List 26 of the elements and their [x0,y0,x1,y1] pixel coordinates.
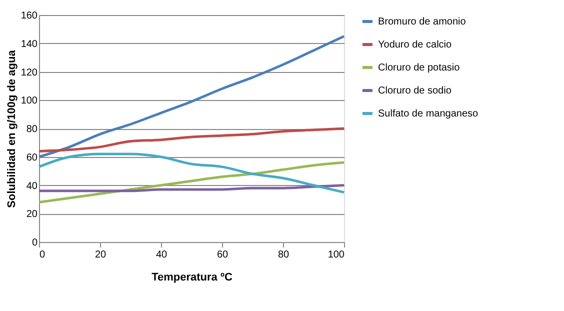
x-tick-label: 100 [328,250,345,260]
y-tick-label: 120 [20,67,38,78]
legend-label: Bromuro de amonio [378,16,466,28]
line-series [38,127,346,152]
x-tick-label: 0 [40,250,46,260]
line-series [38,152,346,194]
x-tick-label: 80 [278,250,290,260]
y-tick-label: 160 [20,10,38,22]
legend-label: Cloruro de sodio [378,86,452,96]
y-tick-label: 20 [26,209,38,220]
y-tick-label: 100 [20,96,38,107]
y-tick-label: 140 [20,38,38,50]
y-tick-label: 80 [26,124,38,135]
line-series [38,161,346,204]
y-tick-label: 60 [26,152,38,164]
y-tick-label: 0 [32,238,38,248]
legend-label: Sulfato de manganeso [378,108,479,120]
legend-label: Yoduro de calcio [378,40,452,50]
x-axis-title: Temperatura ºC [152,272,232,284]
y-axis-title: Solubilidad en g/100g de agua [6,49,18,208]
y-tick-label: 40 [26,180,38,192]
x-tick-label: 40 [156,250,168,260]
line-series [38,35,346,158]
x-tick-label: 20 [94,250,106,260]
legend-label: Cloruro de potasio [378,62,460,74]
x-tick-label: 60 [216,250,228,260]
